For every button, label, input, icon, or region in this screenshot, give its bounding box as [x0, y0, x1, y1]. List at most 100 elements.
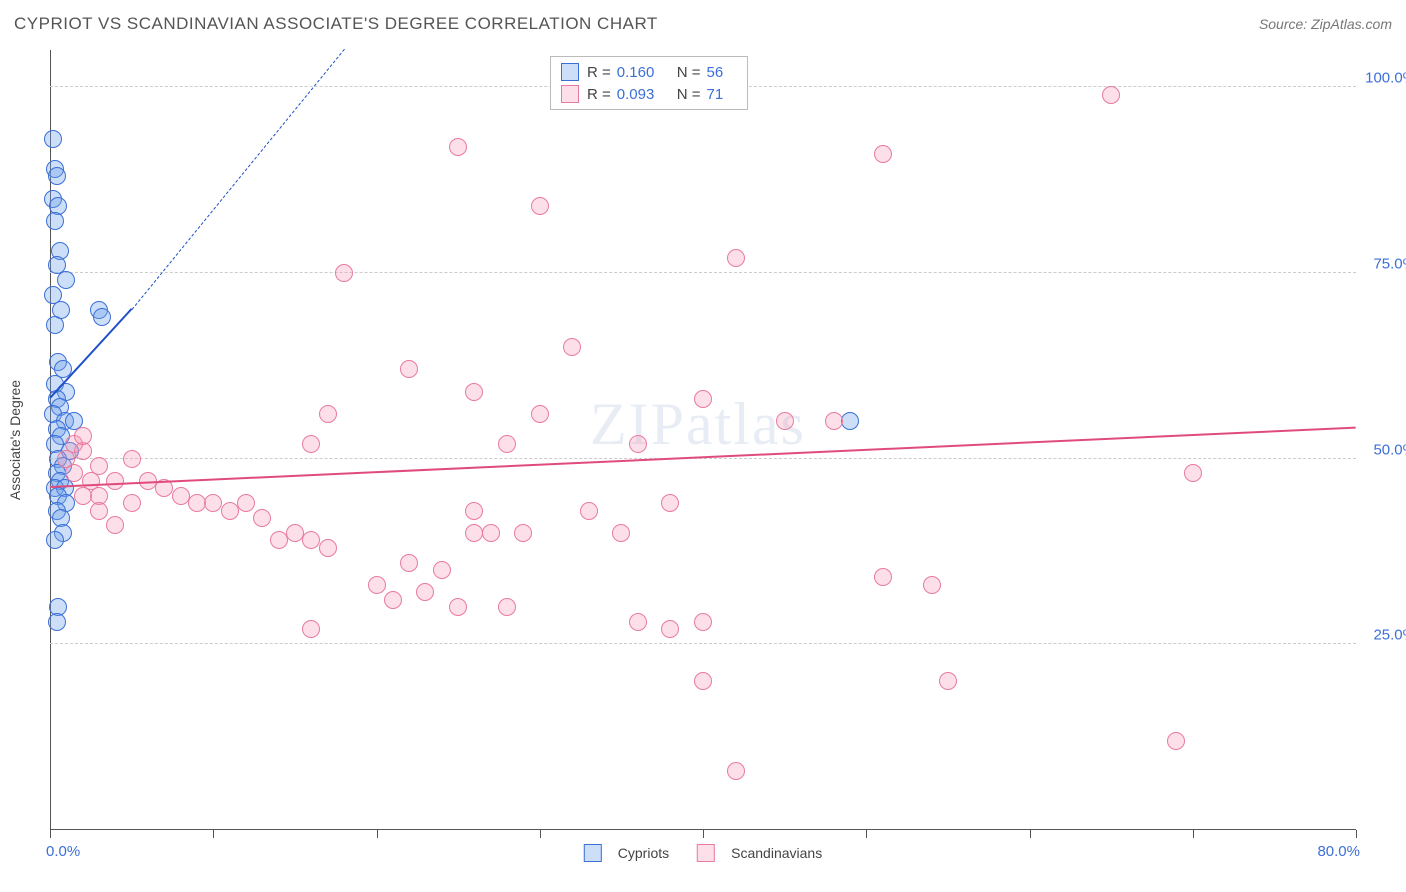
- data-point: [57, 271, 75, 289]
- stats-legend-row: R =0.093N =71: [561, 83, 737, 105]
- data-point: [694, 672, 712, 690]
- y-tick-label: 100.0%: [1361, 70, 1406, 87]
- data-point: [48, 613, 66, 631]
- plot-area: Associate's Degree ZIPatlas 25.0%50.0%75…: [50, 50, 1356, 830]
- data-point: [498, 435, 516, 453]
- data-point: [465, 524, 483, 542]
- data-point: [433, 561, 451, 579]
- data-point: [612, 524, 630, 542]
- data-point: [874, 568, 892, 586]
- data-point: [368, 576, 386, 594]
- data-point: [123, 494, 141, 512]
- data-point: [46, 316, 64, 334]
- x-tick: [540, 830, 541, 838]
- data-point: [204, 494, 222, 512]
- data-point: [465, 383, 483, 401]
- data-point: [416, 583, 434, 601]
- series-legend: Cypriots Scandinavians: [584, 844, 822, 862]
- data-point: [874, 145, 892, 163]
- data-point: [400, 554, 418, 572]
- trend-line-dashed: [131, 49, 344, 310]
- cypriots-swatch-icon: [584, 844, 602, 862]
- data-point: [465, 502, 483, 520]
- data-point: [629, 613, 647, 631]
- data-point: [1184, 464, 1202, 482]
- x-tick: [1030, 830, 1031, 838]
- x-tick: [213, 830, 214, 838]
- data-point: [123, 450, 141, 468]
- stats-legend: R =0.160N =56R =0.093N =71: [550, 56, 748, 110]
- x-tick: [377, 830, 378, 838]
- data-point: [629, 435, 647, 453]
- x-tick: [1356, 830, 1357, 838]
- data-point: [74, 427, 92, 445]
- data-point: [286, 524, 304, 542]
- data-point: [727, 249, 745, 267]
- source-label: Source: ZipAtlas.com: [1259, 16, 1392, 32]
- legend-label: Cypriots: [618, 845, 669, 861]
- data-point: [661, 620, 679, 638]
- data-point: [531, 405, 549, 423]
- data-point: [727, 762, 745, 780]
- data-point: [319, 405, 337, 423]
- scatter-chart: Associate's Degree ZIPatlas 25.0%50.0%75…: [50, 50, 1356, 830]
- data-point: [841, 412, 859, 430]
- data-point: [93, 308, 111, 326]
- data-point: [302, 531, 320, 549]
- data-point: [44, 130, 62, 148]
- data-point: [580, 502, 598, 520]
- data-point: [302, 620, 320, 638]
- x-tick: [1193, 830, 1194, 838]
- data-point: [514, 524, 532, 542]
- y-tick-label: 25.0%: [1361, 627, 1406, 644]
- y-axis-title: Associate's Degree: [7, 380, 23, 500]
- data-point: [400, 360, 418, 378]
- data-point: [188, 494, 206, 512]
- data-point: [449, 598, 467, 616]
- data-point: [106, 472, 124, 490]
- data-point: [172, 487, 190, 505]
- x-tick: [50, 830, 51, 838]
- data-point: [335, 264, 353, 282]
- gridline: [50, 272, 1356, 273]
- data-point: [237, 494, 255, 512]
- data-point: [694, 390, 712, 408]
- data-point: [46, 212, 64, 230]
- y-tick-label: 50.0%: [1361, 441, 1406, 458]
- data-point: [939, 672, 957, 690]
- data-point: [48, 167, 66, 185]
- x-tick: [703, 830, 704, 838]
- series-swatch-icon: [561, 63, 579, 81]
- x-tick-0: 0.0%: [46, 843, 80, 860]
- legend-label: Scandinavians: [731, 845, 822, 861]
- data-point: [776, 412, 794, 430]
- data-point: [384, 591, 402, 609]
- scandinavians-swatch-icon: [697, 844, 715, 862]
- x-tick-80: 80.0%: [1317, 843, 1360, 860]
- gridline: [50, 643, 1356, 644]
- data-point: [46, 531, 64, 549]
- data-point: [498, 598, 516, 616]
- x-tick: [866, 830, 867, 838]
- data-point: [531, 197, 549, 215]
- data-point: [449, 138, 467, 156]
- data-point: [319, 539, 337, 557]
- data-point: [302, 435, 320, 453]
- data-point: [563, 338, 581, 356]
- data-point: [694, 613, 712, 631]
- data-point: [923, 576, 941, 594]
- chart-title: CYPRIOT VS SCANDINAVIAN ASSOCIATE'S DEGR…: [14, 14, 658, 34]
- data-point: [825, 412, 843, 430]
- data-point: [1102, 86, 1120, 104]
- data-point: [106, 516, 124, 534]
- data-point: [1167, 732, 1185, 750]
- data-point: [253, 509, 271, 527]
- data-point: [90, 502, 108, 520]
- stats-legend-row: R =0.160N =56: [561, 61, 737, 83]
- data-point: [661, 494, 679, 512]
- legend-item-cypriots: Cypriots: [584, 844, 669, 862]
- data-point: [74, 487, 92, 505]
- data-point: [221, 502, 239, 520]
- data-point: [482, 524, 500, 542]
- series-swatch-icon: [561, 85, 579, 103]
